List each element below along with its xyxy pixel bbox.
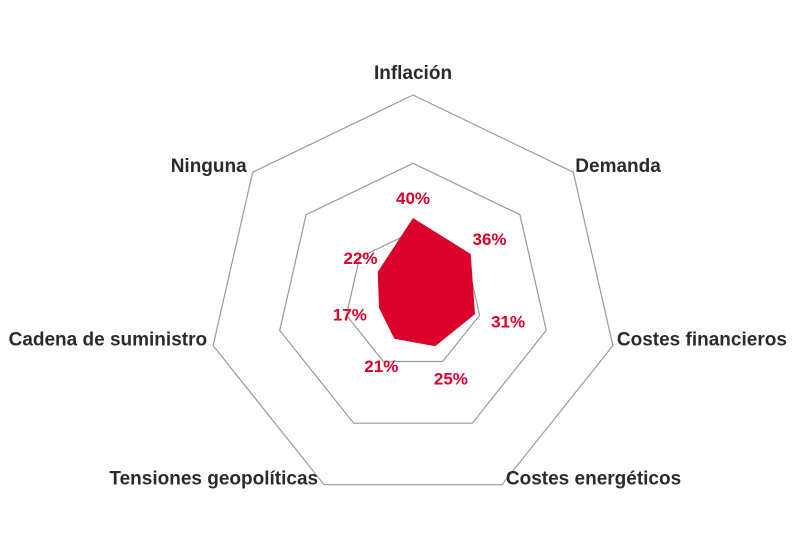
value-label: 40% [396,189,430,208]
axis-label: Costes energéticos [506,469,681,490]
value-label: 36% [472,230,506,249]
axis-label: Ninguna [171,156,247,177]
axis-label: Demanda [575,156,661,177]
value-label: 22% [343,249,377,268]
value-label: 31% [491,313,525,332]
radar-series [377,218,475,347]
value-label: 25% [434,370,468,389]
axis-label: Tensiones geopolíticas [109,469,318,490]
value-labels: 40% 36% 31% 25% 21% 17% 22% [333,189,525,389]
grid-ring-3 [212,94,614,486]
axis-labels: Inflación Demanda Costes financieros Costes… [9,63,787,490]
axis-label: Inflación [374,63,452,84]
value-label: 21% [364,357,398,376]
series-area [377,218,475,347]
axis-label: Cadena de suministro [9,330,208,351]
value-label: 17% [333,305,367,324]
axis-label: Costes financieros [617,330,787,351]
grid-ring-2 [279,162,547,424]
